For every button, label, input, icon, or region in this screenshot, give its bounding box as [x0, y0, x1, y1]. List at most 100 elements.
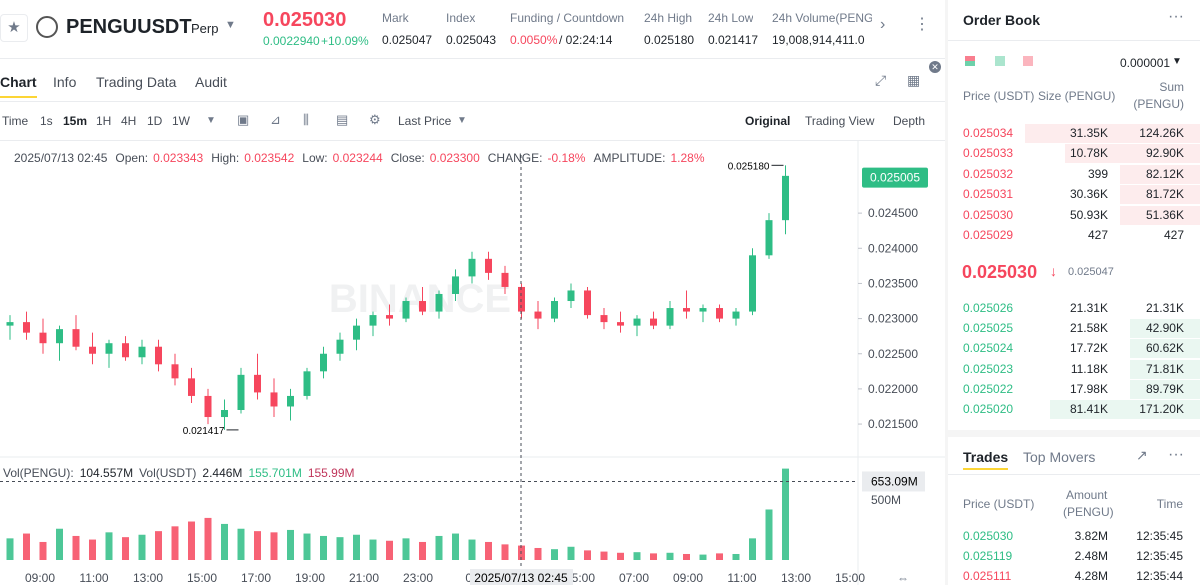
- ob-sum: 89.79K: [1145, 381, 1184, 396]
- ob-size: 11.18K: [1070, 361, 1108, 376]
- candle-body: [39, 332, 47, 344]
- stat-value: 0.025180: [644, 33, 695, 47]
- volume-bar: [386, 540, 393, 560]
- more-menu[interactable]: ⋮: [914, 16, 930, 33]
- tool-icon[interactable]: ▤: [336, 112, 349, 127]
- x-tick-label: 13:00: [781, 571, 811, 585]
- y-tick-label: 0.021500: [868, 417, 918, 431]
- view[interactable]: Depth: [893, 114, 926, 128]
- volume-bar: [254, 531, 261, 560]
- candle-body: [749, 255, 756, 312]
- candle-body: [369, 315, 377, 326]
- layout-icon[interactable]: ▦: [907, 72, 921, 88]
- volume-bar: [39, 541, 47, 560]
- mark-price: 0.025047: [1068, 266, 1114, 278]
- precision-caret[interactable]: ▼: [1172, 56, 1182, 67]
- ohlc-value: 0.023300: [429, 151, 480, 165]
- last-price: 0.025030: [263, 9, 347, 31]
- stat-label: Mark: [382, 11, 409, 25]
- interval[interactable]: 1D: [147, 114, 163, 128]
- volume-bar: [666, 552, 674, 560]
- tab[interactable]: Audit: [195, 74, 227, 90]
- interval[interactable]: 1s: [40, 114, 53, 128]
- ob-header-price: Price (USDT): [963, 89, 1035, 103]
- price-change-pct: +10.09%: [321, 34, 369, 48]
- candle-body: [683, 308, 690, 312]
- view-asks[interactable]: [1023, 56, 1033, 66]
- x-tick-label: 13:00: [133, 571, 163, 585]
- tab[interactable]: Trading Data: [96, 74, 177, 90]
- close-icon[interactable]: ✕: [929, 61, 941, 73]
- trades-popout[interactable]: ↗: [1136, 447, 1148, 463]
- candle-body: [468, 258, 476, 277]
- candle-body: [782, 175, 789, 221]
- x-tick-label: 23:00: [403, 571, 433, 585]
- price-type-caret[interactable]: ▼: [457, 115, 467, 126]
- trade-amount: 3.82M: [1074, 529, 1108, 543]
- interval[interactable]: 1W: [172, 114, 190, 128]
- candle-body: [204, 395, 212, 418]
- ob-price: 0.025026: [963, 301, 1014, 315]
- volume-bar: [765, 509, 773, 560]
- tool-icon[interactable]: ▣: [237, 112, 250, 127]
- volume-bar: [171, 526, 179, 560]
- precision[interactable]: 0.000001: [1120, 56, 1171, 70]
- tab[interactable]: Info: [53, 74, 77, 90]
- interval-caret[interactable]: ▼: [206, 115, 216, 126]
- candle-body: [270, 392, 278, 407]
- stat-label: Funding / Countdown: [510, 11, 625, 25]
- symbol[interactable]: PENGUUSDT: [66, 16, 192, 38]
- symbol-caret[interactable]: ▼: [225, 19, 236, 31]
- trades-menu[interactable]: ···: [1168, 446, 1184, 463]
- candle-body: [155, 346, 162, 365]
- y-tick-label: 0.023500: [868, 276, 918, 290]
- trades-tab-trades[interactable]: Trades: [963, 449, 1009, 470]
- interval[interactable]: 4H: [121, 114, 137, 128]
- expand-icon[interactable]: ⤢: [875, 72, 887, 88]
- volume-legend-item: 155.701M: [248, 466, 302, 480]
- price-type[interactable]: Last Price: [398, 114, 452, 128]
- stat-value: / 02:24:14: [559, 33, 613, 47]
- tab[interactable]: Chart: [0, 74, 37, 98]
- ob-price: 0.025025: [963, 321, 1014, 336]
- interval[interactable]: 15m: [63, 114, 88, 128]
- ohlc-label: Close:: [390, 151, 425, 165]
- trades-header-amount: Amount: [1066, 488, 1108, 502]
- candle-body: [237, 374, 245, 410]
- volume-bar: [204, 517, 212, 560]
- volume-bar: [650, 553, 657, 560]
- candle-body: [353, 325, 360, 340]
- ob-size: 17.72K: [1069, 341, 1108, 356]
- stat-label: 24h High: [644, 11, 693, 25]
- view-bids[interactable]: [995, 56, 1005, 66]
- candle-body: [23, 322, 30, 333]
- order-book-menu[interactable]: ···: [1168, 8, 1184, 25]
- tool-icon[interactable]: ⊿: [270, 112, 281, 127]
- ob-price: 0.025024: [963, 341, 1014, 356]
- volume-bar: [320, 535, 327, 560]
- candle-body: [303, 371, 311, 396]
- x-tick-label: 19:00: [295, 571, 325, 585]
- view[interactable]: Original: [745, 114, 791, 128]
- candle-body: [617, 322, 624, 326]
- volume-bar: [534, 547, 542, 560]
- volume-bar: [6, 538, 14, 560]
- interval[interactable]: 1H: [96, 114, 112, 128]
- trades-tab-movers[interactable]: Top Movers: [1023, 449, 1096, 465]
- view[interactable]: Trading View: [805, 114, 875, 128]
- tool-icon[interactable]: ⫼: [303, 112, 309, 127]
- favorite-button[interactable]: ★: [0, 14, 28, 42]
- interval[interactable]: Time: [2, 114, 29, 128]
- candle-body: [336, 339, 344, 354]
- scroll-right[interactable]: ›: [880, 16, 886, 33]
- ob-size: 399: [1087, 166, 1108, 181]
- tool-icon[interactable]: ⚙: [369, 112, 381, 127]
- volume-legend-item: 104.557M: [79, 466, 134, 480]
- volume-bar: [485, 541, 492, 560]
- candle-body: [699, 308, 707, 312]
- y-tick-label: 0.024000: [868, 241, 918, 255]
- candle-body: [89, 346, 96, 354]
- candle-body: [105, 343, 113, 354]
- volume-bar: [402, 538, 410, 560]
- view-both[interactable]: [965, 56, 975, 66]
